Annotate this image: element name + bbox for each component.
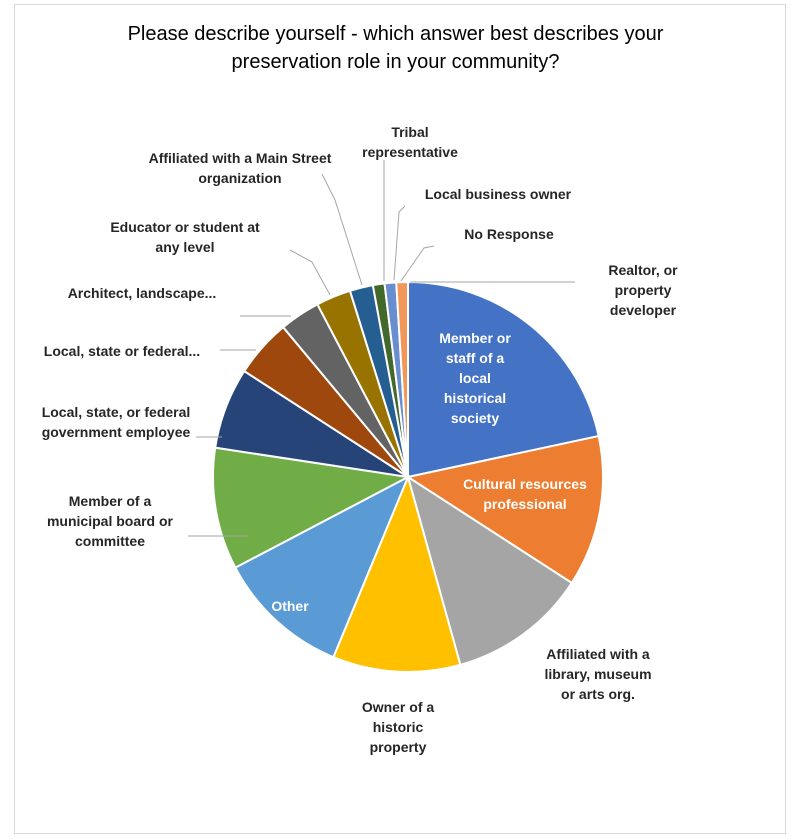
slice-label-line: Tribal [391, 124, 428, 140]
slice-label-12: Tribal representative [362, 124, 458, 160]
slice-label-4: Owner of a historic property [362, 699, 435, 755]
slice-label-line: Owner of a [362, 699, 435, 715]
slice-label-7: Local, state, or federal government emplo… [42, 404, 191, 440]
slice-label-line: or arts org. [561, 686, 635, 702]
slice-label-6: Member of a municipal board or committee [47, 493, 174, 549]
leader-line-14 [400, 245, 435, 282]
slice-label-line: Educator or student at [110, 219, 260, 235]
slice-label-line: municipal board or [47, 513, 174, 529]
leader-line-11 [321, 173, 363, 286]
slice-label-line: Realtor, or [608, 262, 678, 278]
pie-slice-2 [405, 434, 604, 585]
chart-title: Please describe yourself - which answer … [0, 20, 791, 76]
slice-label-line: Affiliated with a Main Street [149, 150, 332, 166]
leader-line-10 [289, 249, 331, 296]
slice-label-8: Local, state or federal... [44, 343, 200, 359]
slice-label-5: Other [271, 598, 309, 614]
pie-slice-3 [406, 474, 574, 667]
slice-label-line: No Response [464, 226, 554, 242]
slice-label-line: Local, state, or federal [42, 404, 191, 420]
slice-label-line: staff of a [446, 350, 505, 366]
slice-label-line: committee [75, 533, 145, 549]
slice-label-line: historic [373, 719, 424, 735]
slice-label-line: any level [155, 239, 214, 255]
slice-label-line: developer [610, 302, 677, 318]
chart-title-line-1: Please describe yourself - which answer … [127, 23, 664, 45]
slice-label-2: Cultural resources professional [463, 476, 587, 512]
slice-label-line: Local, state or federal... [44, 343, 200, 359]
slice-label-line: representative [362, 144, 458, 160]
slice-label-10: Educator or student at any level [110, 219, 260, 255]
slice-label-11: Affiliated with a Main Street organizatio… [149, 150, 332, 186]
slice-label-line: government employee [42, 424, 191, 440]
slice-label-line: organization [198, 170, 281, 186]
slice-label-line: Local business owner [425, 186, 572, 202]
slice-label-line: society [451, 410, 499, 426]
slice-label-14: No Response [464, 226, 554, 242]
slice-label-line: Cultural resources [463, 476, 587, 492]
slice-label-line: Other [271, 598, 309, 614]
slice-label-line: property [370, 739, 427, 755]
slice-label-line: library, museum [544, 666, 651, 682]
pie-slice-6 [212, 446, 412, 569]
chart-title-line-2: preservation role in your community? [231, 51, 560, 73]
pie-slice-5 [233, 474, 410, 659]
slice-label-line: Member of a [69, 493, 152, 509]
slice-label-13: Local business owner [425, 186, 572, 202]
slice-label-line: historical [444, 390, 506, 406]
slice-label-1: Member or staff of a local historical societ… [439, 330, 511, 426]
slice-label-line: property [615, 282, 672, 298]
slice-label-line: Architect, landscape... [68, 285, 217, 301]
pie-slice-4 [332, 473, 462, 673]
slice-label-line: Member or [439, 330, 511, 346]
slice-label-15: Realtor, or property developer [608, 262, 678, 318]
pie-slice-14 [395, 280, 409, 478]
slice-label-9: Architect, landscape... [68, 285, 217, 301]
pie-slice-1 [407, 280, 600, 479]
slice-label-line: professional [483, 496, 566, 512]
slice-label-line: Affiliated with a [546, 646, 650, 662]
slice-label-line: local [459, 370, 491, 386]
leader-line-13 [393, 205, 406, 281]
slice-label-3: Affiliated with a library, museum or arts … [544, 646, 651, 702]
